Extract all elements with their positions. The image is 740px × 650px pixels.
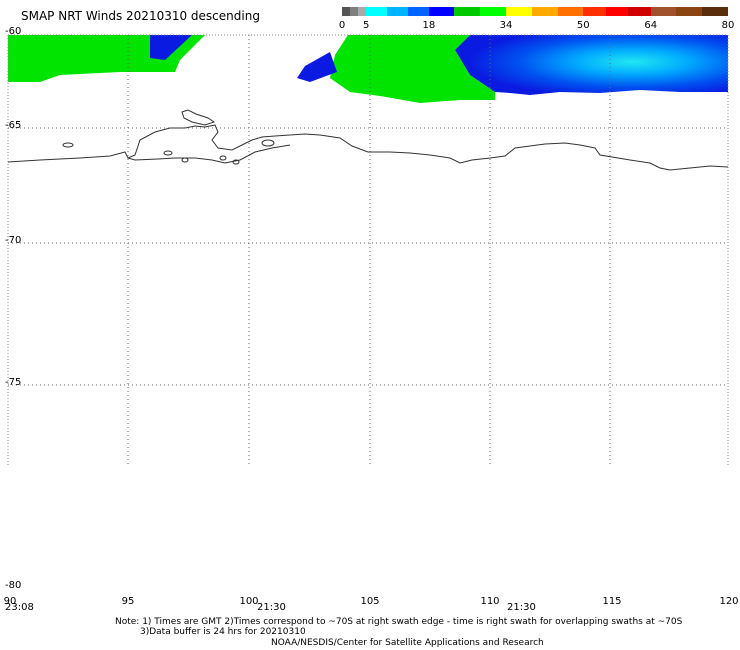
- map-title: SMAP NRT Winds 20210310 descending: [21, 9, 260, 23]
- lat-label: -65: [5, 120, 22, 131]
- lon-label: 105: [360, 596, 380, 607]
- colorbar-segment: [505, 7, 532, 16]
- island-1: [62, 142, 74, 148]
- wind-swath-blue-left: [150, 35, 192, 60]
- colorbar-segment: [386, 7, 408, 16]
- colorbar-segment: [428, 7, 455, 16]
- colorbar-segment: [531, 7, 558, 16]
- colorbar-segment: [454, 7, 481, 16]
- colorbar-segment: [366, 7, 387, 16]
- credit-line: NOAA/NESDIS/Center for Satellite Applica…: [271, 638, 544, 648]
- colorbar: [342, 7, 729, 16]
- ice-shelf-outline: [181, 109, 216, 126]
- colorbar-segment: [583, 7, 606, 16]
- coast-inlet: [127, 144, 291, 164]
- lon-label: 120: [719, 596, 739, 607]
- island-2: [163, 150, 173, 156]
- lat-label: -75: [5, 377, 22, 388]
- colorbar-segment: [557, 7, 584, 16]
- colorbar-segment: [628, 7, 651, 16]
- wind-swath-blue-right: [455, 35, 728, 95]
- colorbar-label: 50: [576, 20, 590, 31]
- lat-label: -70: [5, 235, 22, 246]
- colorbar-label: 34: [499, 20, 513, 31]
- colorbar-label: 64: [644, 20, 658, 31]
- graticule: [8, 35, 728, 465]
- colorbar-segment: [702, 7, 729, 16]
- colorbar-segment: [407, 7, 429, 16]
- colorbar-segment: [650, 7, 677, 16]
- colorbar-segment: [350, 7, 358, 16]
- colorbar-label: 5: [362, 20, 370, 31]
- colorbar-segment: [605, 7, 629, 16]
- island-4: [261, 139, 275, 147]
- colorbar-label: 80: [721, 20, 735, 31]
- lat-label: -60: [5, 26, 22, 37]
- island-3: [181, 157, 189, 163]
- lon-label: 110: [480, 596, 500, 607]
- lon-label: 95: [121, 596, 135, 607]
- antarctic-coastline: [7, 124, 729, 171]
- colorbar-segment: [480, 7, 506, 16]
- lon-label: 100: [239, 596, 259, 607]
- time-label: 21:30: [507, 602, 536, 613]
- island-5: [219, 155, 227, 161]
- island-6: [232, 159, 240, 165]
- colorbar-label: 18: [422, 20, 436, 31]
- colorbar-label: 0: [338, 20, 346, 31]
- lon-label: 90: [3, 596, 17, 607]
- colorbar-segment: [357, 7, 367, 16]
- wind-swath-green-right: [330, 35, 495, 103]
- time-label: 21:30: [257, 602, 286, 613]
- colorbar-segment: [342, 7, 351, 16]
- lat-label: -80: [5, 580, 22, 591]
- wind-swath-blue-right-edge: [297, 52, 337, 82]
- note-line-2: 3)Data buffer is 24 hrs for 20210310: [140, 627, 306, 637]
- time-label: 23:08: [5, 602, 34, 613]
- colorbar-segment: [676, 7, 703, 16]
- note-line-1: Note: 1) Times are GMT 2)Times correspon…: [115, 617, 683, 627]
- lon-label: 115: [602, 596, 622, 607]
